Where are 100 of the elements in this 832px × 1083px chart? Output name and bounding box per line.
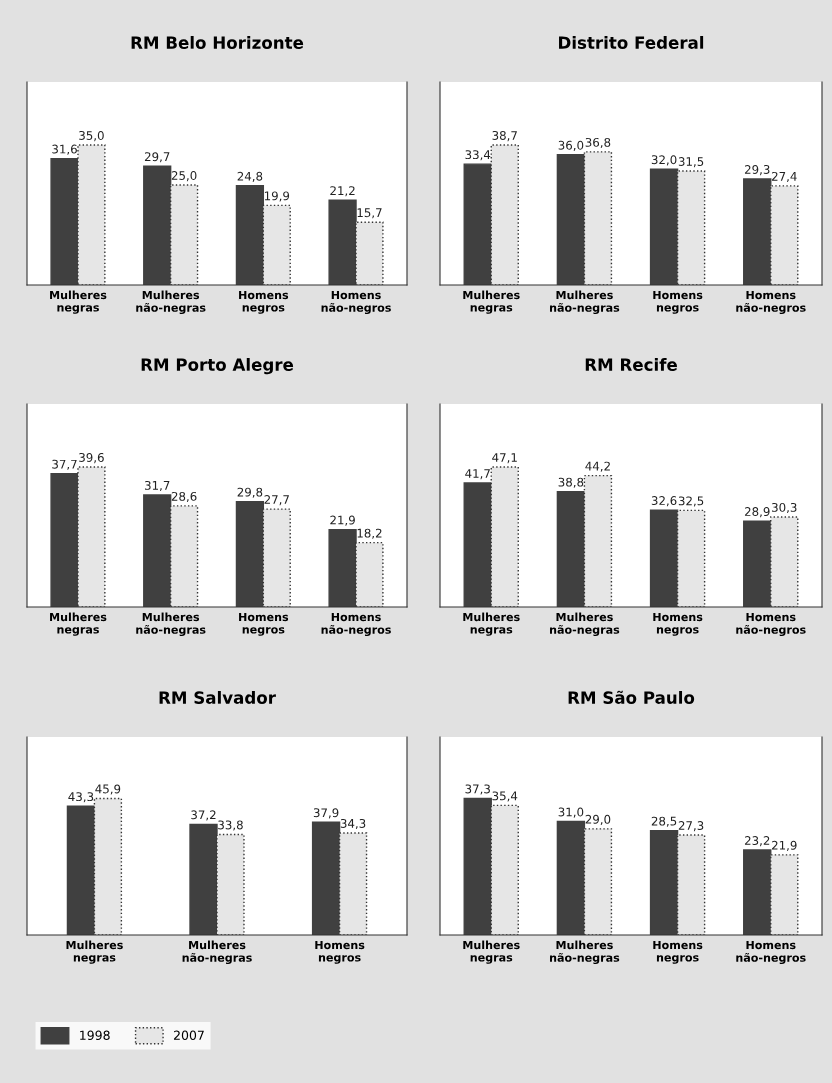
chart-title: RM São Paulo — [568, 690, 695, 704]
data-label: 35,0 — [79, 131, 104, 142]
data-label: 32,0 — [651, 155, 677, 166]
chart-title: RM Recife — [585, 358, 677, 371]
bar — [649, 509, 679, 607]
x-tick-label: Mulheres negras — [50, 612, 107, 636]
chart-title: RM Belo Horizonte — [131, 36, 304, 49]
data-label: 37,7 — [52, 459, 77, 470]
data-label: 32,6 — [651, 496, 677, 507]
data-label: 29,0 — [585, 814, 611, 825]
x-tick-label: Mulheres não-negras — [136, 612, 206, 637]
data-label: 25,0 — [171, 171, 197, 182]
bar — [235, 500, 265, 607]
x-tick-label: Mulheres não-negras — [136, 290, 206, 315]
bar — [649, 168, 679, 285]
x-tick-label: Mulheres não-negras — [550, 290, 620, 315]
x-tick-label: Mulheres negras — [50, 290, 107, 314]
data-label: 23,2 — [744, 836, 770, 847]
data-label: 31,5 — [678, 157, 704, 168]
data-label: 41,7 — [465, 469, 490, 480]
data-label: 33,8 — [218, 820, 243, 831]
bar — [556, 820, 586, 935]
data-label: 37,9 — [313, 808, 339, 819]
data-label: 27,4 — [771, 171, 797, 183]
data-label: 28,9 — [744, 507, 770, 518]
data-label: 29,8 — [237, 487, 263, 498]
x-tick-label: Mulheres não-negras — [550, 612, 620, 637]
x-tick-label: Homens negros — [653, 612, 703, 636]
chart-title: RM Salvador — [159, 691, 276, 704]
x-tick-label: Homens negros — [653, 290, 703, 314]
bar — [463, 163, 492, 285]
data-label: 28,6 — [171, 491, 197, 503]
data-label: 27,7 — [264, 495, 289, 506]
chart-title: Distrito Federal — [559, 36, 704, 49]
data-label: 44,2 — [585, 461, 610, 472]
data-label: 29,7 — [144, 152, 170, 163]
data-label: 32,5 — [678, 496, 704, 507]
data-label: 31,7 — [144, 480, 170, 492]
x-tick-label: Homens negros — [653, 940, 703, 964]
x-tick-label: Homens não-negros — [736, 290, 806, 315]
data-label: 47,1 — [492, 453, 517, 464]
bar — [328, 528, 357, 607]
bar — [143, 165, 172, 285]
x-tick-label: Mulheres negras — [463, 290, 520, 314]
x-tick-label: Mulheres negras — [463, 940, 520, 964]
bar — [143, 494, 172, 607]
bar — [556, 154, 586, 285]
x-tick-label: Mulheres não-negras — [182, 940, 252, 965]
data-label: 31,0 — [558, 807, 584, 818]
data-label: 15,7 — [357, 208, 382, 219]
bar — [50, 157, 79, 285]
x-tick-label: Mulheres não-negras — [550, 940, 620, 965]
legend-label: 1998 — [80, 1030, 110, 1040]
data-label: 24,8 — [237, 171, 263, 182]
data-label: 33,4 — [465, 150, 491, 161]
data-label: 45,9 — [95, 784, 121, 795]
data-label: 27,3 — [678, 821, 704, 832]
bar — [743, 520, 772, 607]
data-label: 30,3 — [772, 502, 797, 514]
x-tick-label: Homens não-negros — [736, 940, 806, 965]
data-label: 37,3 — [465, 784, 490, 795]
data-label: 28,5 — [651, 816, 677, 827]
bar — [463, 482, 492, 607]
x-tick-label: Mulheres negras — [463, 612, 520, 636]
x-tick-label: Homens negros — [239, 290, 289, 314]
data-label: 38,7 — [492, 131, 517, 142]
x-tick-label: Homens negros — [315, 940, 365, 964]
x-tick-label: Homens negros — [239, 612, 289, 636]
data-label: 19,9 — [264, 191, 290, 202]
bar — [556, 490, 586, 607]
data-label: 34,3 — [340, 818, 366, 830]
bar — [50, 473, 79, 607]
x-tick-label: Homens não-negros — [321, 612, 391, 637]
bar — [189, 823, 218, 935]
bar — [463, 797, 492, 935]
bar — [311, 821, 341, 935]
data-label: 35,4 — [492, 791, 518, 802]
data-label: 29,3 — [744, 165, 770, 176]
bar — [743, 849, 772, 935]
data-label: 37,2 — [191, 810, 216, 821]
data-label: 18,2 — [357, 528, 382, 539]
chart-title: RM Porto Alegre — [141, 358, 294, 375]
x-tick-label: Homens não-negros — [736, 612, 806, 637]
bar — [649, 829, 679, 935]
data-label: 31,6 — [52, 144, 77, 155]
bar — [235, 185, 265, 285]
data-label: 21,2 — [330, 186, 355, 197]
bar — [328, 199, 357, 285]
data-label: 36,0 — [558, 140, 584, 151]
x-tick-label: Mulheres negras — [66, 940, 123, 964]
bar — [66, 805, 96, 935]
data-label: 36,8 — [585, 137, 611, 149]
data-label: 21,9 — [771, 840, 797, 851]
data-label: 39,6 — [79, 453, 104, 464]
data-label: 43,3 — [68, 792, 94, 803]
legend-label: 2007 — [173, 1030, 204, 1040]
x-tick-label: Homens não-negros — [321, 290, 391, 315]
data-label: 21,9 — [330, 515, 355, 526]
bar — [743, 178, 772, 285]
data-label: 38,8 — [558, 477, 584, 488]
